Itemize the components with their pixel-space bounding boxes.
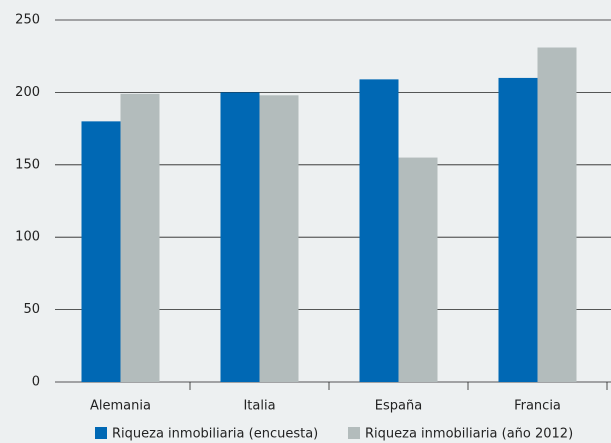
- y-tick-label: 250: [15, 13, 40, 28]
- legend-label: Riqueza inmobiliaria (encuesta): [112, 427, 318, 442]
- y-tick-label: 150: [15, 157, 40, 172]
- bar: [498, 77, 538, 383]
- bar: [359, 79, 399, 383]
- legend-label: Riqueza inmobiliaria (año 2012): [365, 427, 573, 442]
- bar: [398, 157, 438, 382]
- legend-swatch: [95, 427, 107, 439]
- x-tick-label: Francia: [514, 399, 561, 414]
- legend-swatch: [348, 427, 360, 439]
- y-tick-label: 0: [32, 375, 40, 390]
- x-tick-label: Alemania: [90, 399, 151, 414]
- bar: [120, 93, 160, 383]
- y-tick-label: 100: [15, 230, 40, 245]
- y-tick-label: 200: [15, 85, 40, 100]
- x-tick-label: España: [375, 399, 422, 414]
- bar: [220, 92, 260, 383]
- x-tick-label: Italia: [243, 399, 275, 414]
- bar: [537, 47, 577, 383]
- bar: [81, 121, 121, 383]
- y-tick-label: 50: [23, 302, 40, 317]
- bar: [259, 95, 299, 383]
